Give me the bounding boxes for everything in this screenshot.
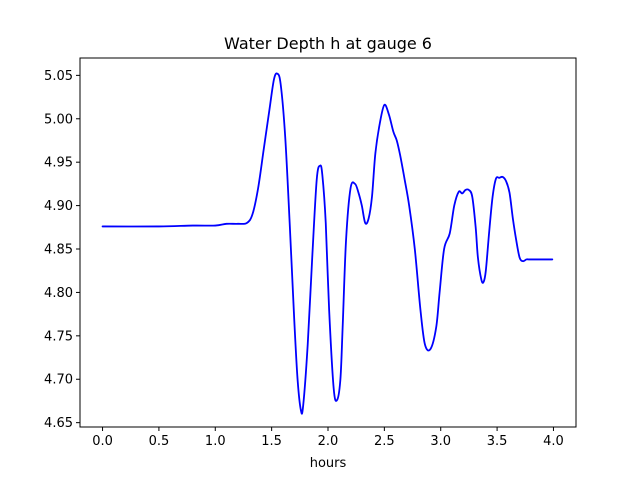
- y-tick-label: 4.95: [44, 156, 73, 171]
- x-tick-label: 4.0: [543, 434, 564, 449]
- x-axis-ticks: 0.0 0.5 1.0 1.5 2.0 2.5 3.0 3.5 4.0: [92, 427, 564, 449]
- y-tick-label: 4.65: [44, 416, 73, 431]
- y-axis-ticks: 4.65 4.70 4.75 4.80 4.85 4.90 4.95 5.00 5.05: [44, 69, 80, 431]
- y-tick-label: 4.90: [44, 199, 73, 214]
- x-tick-label: 3.0: [430, 434, 451, 449]
- x-tick-label: 3.5: [487, 434, 508, 449]
- y-tick-label: 4.80: [44, 286, 73, 301]
- x-tick-label: 1.5: [261, 434, 282, 449]
- x-tick-label: 1.0: [205, 434, 226, 449]
- y-tick-label: 5.00: [44, 112, 73, 127]
- plot-frame: [79, 57, 577, 428]
- y-tick-label: 4.85: [44, 243, 73, 258]
- x-tick-label: 2.5: [374, 434, 395, 449]
- chart-title: Water Depth h at gauge 6: [224, 34, 432, 53]
- x-tick-label: 0.5: [149, 434, 170, 449]
- y-tick-label: 4.75: [44, 329, 73, 344]
- y-tick-label: 5.05: [44, 69, 73, 84]
- x-tick-label: 2.0: [318, 434, 339, 449]
- x-axis-label: hours: [310, 456, 347, 471]
- y-tick-label: 4.70: [44, 373, 73, 388]
- series-line: [101, 72, 554, 415]
- x-tick-label: 0.0: [92, 434, 113, 449]
